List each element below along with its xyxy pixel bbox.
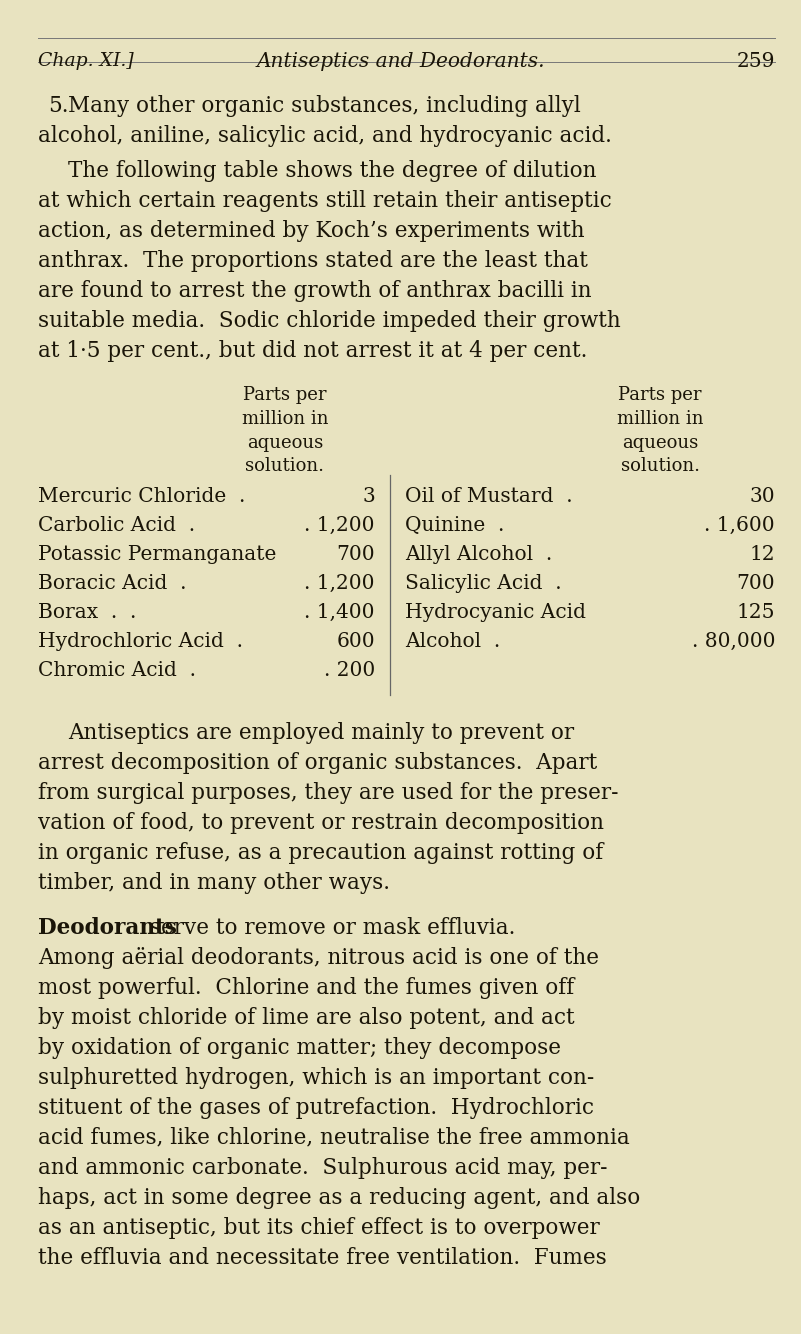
Text: Antiseptics are employed mainly to prevent or: Antiseptics are employed mainly to preve… — [68, 722, 574, 744]
Text: Deodorants: Deodorants — [38, 916, 177, 939]
Text: 700: 700 — [336, 544, 375, 564]
Text: The following table shows the degree of dilution: The following table shows the degree of … — [68, 160, 597, 181]
Text: and ammonic carbonate.  Sulphurous acid may, per-: and ammonic carbonate. Sulphurous acid m… — [38, 1157, 607, 1179]
Text: vation of food, to prevent or restrain decomposition: vation of food, to prevent or restrain d… — [38, 812, 604, 834]
Text: . 1,200: . 1,200 — [304, 516, 375, 535]
Text: Parts per: Parts per — [244, 386, 327, 404]
Text: million in: million in — [617, 410, 703, 428]
Text: 125: 125 — [736, 603, 775, 622]
Text: arrest decomposition of organic substances.  Apart: arrest decomposition of organic substanc… — [38, 752, 598, 774]
Text: suitable media.  Sodic chloride impeded their growth: suitable media. Sodic chloride impeded t… — [38, 309, 621, 332]
Text: 12: 12 — [750, 544, 775, 564]
Text: solution.: solution. — [245, 458, 324, 475]
Text: Boracic Acid  .: Boracic Acid . — [38, 574, 187, 592]
Text: 700: 700 — [736, 574, 775, 592]
Text: Chromic Acid  .: Chromic Acid . — [38, 660, 196, 680]
Text: the effluvia and necessitate free ventilation.  Fumes: the effluvia and necessitate free ventil… — [38, 1247, 606, 1269]
Text: anthrax.  The proportions stated are the least that: anthrax. The proportions stated are the … — [38, 249, 588, 272]
Text: Many other organic substances, including allyl: Many other organic substances, including… — [68, 95, 581, 117]
Text: acid fumes, like chlorine, neutralise the free ammonia: acid fumes, like chlorine, neutralise th… — [38, 1127, 630, 1149]
Text: . 1,200: . 1,200 — [304, 574, 375, 592]
Text: aqueous: aqueous — [247, 434, 323, 452]
Text: from surgical purposes, they are used for the preser-: from surgical purposes, they are used fo… — [38, 782, 618, 804]
Text: Alcohol  .: Alcohol . — [405, 632, 501, 651]
Text: . 200: . 200 — [324, 660, 375, 680]
Text: 5.: 5. — [48, 95, 69, 117]
Text: 3: 3 — [362, 487, 375, 506]
Text: action, as determined by Koch’s experiments with: action, as determined by Koch’s experime… — [38, 220, 585, 241]
Text: haps, act in some degree as a reducing agent, and also: haps, act in some degree as a reducing a… — [38, 1187, 640, 1209]
Text: 600: 600 — [336, 632, 375, 651]
Text: alcohol, aniline, salicylic acid, and hydrocyanic acid.: alcohol, aniline, salicylic acid, and hy… — [38, 125, 612, 147]
Text: Salicylic Acid  .: Salicylic Acid . — [405, 574, 562, 592]
Text: Hydrochloric Acid  .: Hydrochloric Acid . — [38, 632, 243, 651]
Text: . 80,000: . 80,000 — [691, 632, 775, 651]
Text: Oil of Mustard  .: Oil of Mustard . — [405, 487, 573, 506]
Text: as an antiseptic, but its chief effect is to overpower: as an antiseptic, but its chief effect i… — [38, 1217, 600, 1239]
Text: Chap. XI.]: Chap. XI.] — [38, 52, 134, 69]
Text: . 1,400: . 1,400 — [304, 603, 375, 622]
Text: Mercuric Chloride  .: Mercuric Chloride . — [38, 487, 245, 506]
Text: at which certain reagents still retain their antiseptic: at which certain reagents still retain t… — [38, 189, 612, 212]
Text: timber, and in many other ways.: timber, and in many other ways. — [38, 872, 390, 894]
Text: are found to arrest the growth of anthrax bacilli in: are found to arrest the growth of anthra… — [38, 280, 592, 301]
Text: aqueous: aqueous — [622, 434, 698, 452]
Text: in organic refuse, as a precaution against rotting of: in organic refuse, as a precaution again… — [38, 842, 603, 864]
Text: million in: million in — [242, 410, 328, 428]
Text: . 1,600: . 1,600 — [704, 516, 775, 535]
Text: Hydrocyanic Acid: Hydrocyanic Acid — [405, 603, 586, 622]
Text: most powerful.  Chlorine and the fumes given off: most powerful. Chlorine and the fumes gi… — [38, 976, 574, 999]
Text: 259: 259 — [736, 52, 775, 71]
Text: Quinine  .: Quinine . — [405, 516, 505, 535]
Text: solution.: solution. — [621, 458, 699, 475]
Text: serve to remove or mask effluvia.: serve to remove or mask effluvia. — [143, 916, 515, 939]
Text: Potassic Permanganate: Potassic Permanganate — [38, 544, 276, 564]
Text: Among aërial deodorants, nitrous acid is one of the: Among aërial deodorants, nitrous acid is… — [38, 947, 599, 968]
Text: Antiseptics and Deodorants.: Antiseptics and Deodorants. — [256, 52, 545, 71]
Text: Borax  .  .: Borax . . — [38, 603, 136, 622]
Text: Allyl Alcohol  .: Allyl Alcohol . — [405, 544, 552, 564]
Text: at 1·5 per cent., but did not arrest it at 4 per cent.: at 1·5 per cent., but did not arrest it … — [38, 339, 587, 362]
Text: by moist chloride of lime are also potent, and act: by moist chloride of lime are also poten… — [38, 1007, 574, 1029]
Text: sulphuretted hydrogen, which is an important con-: sulphuretted hydrogen, which is an impor… — [38, 1067, 594, 1089]
Text: stituent of the gases of putrefaction.  Hydrochloric: stituent of the gases of putrefaction. H… — [38, 1097, 594, 1119]
Text: by oxidation of organic matter; they decompose: by oxidation of organic matter; they dec… — [38, 1037, 561, 1059]
Text: Parts per: Parts per — [618, 386, 702, 404]
Text: Carbolic Acid  .: Carbolic Acid . — [38, 516, 195, 535]
Text: 30: 30 — [750, 487, 775, 506]
